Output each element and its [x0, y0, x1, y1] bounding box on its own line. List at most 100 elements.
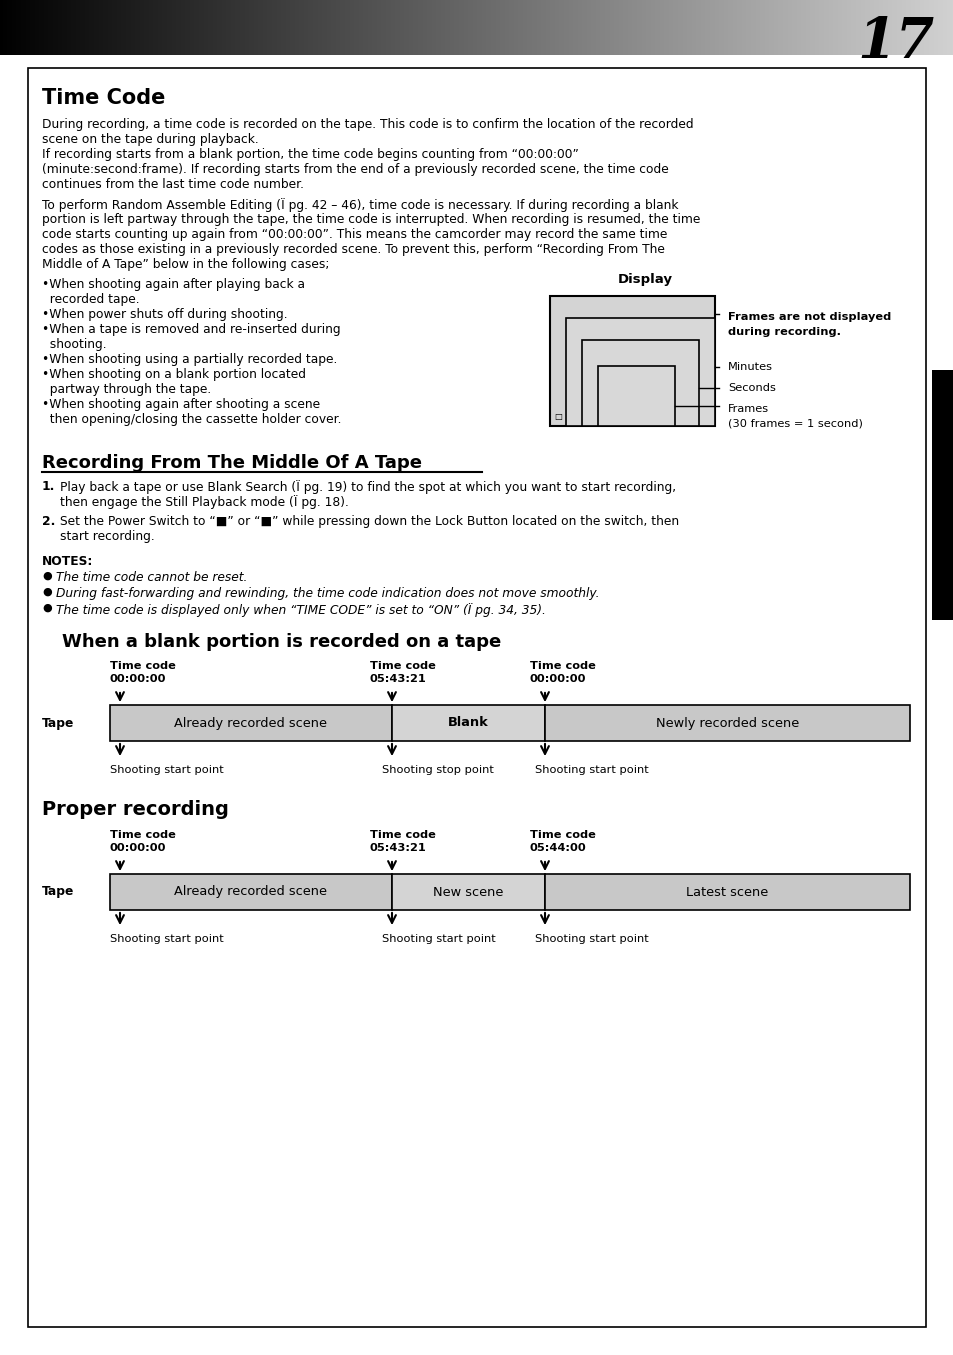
Bar	[805, 0, 806, 56]
Bar	[50, 0, 51, 56]
Bar	[70, 0, 71, 56]
Bar	[192, 0, 193, 56]
Bar	[816, 0, 817, 56]
Bar	[859, 0, 861, 56]
Bar	[599, 0, 600, 56]
Bar	[131, 0, 132, 56]
Bar	[295, 0, 296, 56]
Bar	[772, 0, 773, 56]
Bar	[57, 0, 58, 56]
Bar	[154, 0, 156, 56]
Bar	[66, 0, 67, 56]
Text: Frames: Frames	[727, 404, 768, 415]
Bar	[401, 0, 402, 56]
Bar	[488, 0, 489, 56]
Bar	[392, 874, 544, 911]
Bar	[459, 0, 460, 56]
Bar	[562, 0, 563, 56]
Bar	[665, 0, 666, 56]
Bar	[567, 0, 568, 56]
Bar	[577, 0, 578, 56]
Bar	[34, 0, 35, 56]
Bar	[597, 0, 598, 56]
Bar	[379, 0, 380, 56]
Bar	[879, 0, 880, 56]
Bar	[303, 0, 304, 56]
Bar	[246, 0, 247, 56]
Bar	[330, 0, 331, 56]
Bar	[523, 0, 524, 56]
Text: To perform Random Assemble Editing (Ï pg. 42 – 46), time code is necessary. If d: To perform Random Assemble Editing (Ï pg…	[42, 198, 678, 211]
Bar	[341, 0, 343, 56]
Bar	[438, 0, 439, 56]
Bar	[122, 0, 123, 56]
Bar	[637, 0, 638, 56]
Bar	[234, 0, 235, 56]
Bar	[883, 0, 884, 56]
Bar	[660, 0, 661, 56]
Bar	[588, 0, 589, 56]
Bar	[907, 0, 908, 56]
Bar	[764, 0, 765, 56]
Bar	[49, 0, 50, 56]
Bar	[348, 0, 349, 56]
Bar	[946, 0, 947, 56]
Bar	[256, 0, 257, 56]
Bar	[739, 0, 740, 56]
Bar	[88, 0, 89, 56]
Bar	[626, 0, 627, 56]
Bar	[882, 0, 883, 56]
Bar	[350, 0, 351, 56]
Bar	[115, 0, 116, 56]
Bar	[646, 0, 647, 56]
Bar	[17, 0, 18, 56]
Bar	[594, 0, 595, 56]
Bar	[6, 0, 7, 56]
Bar	[931, 0, 932, 56]
Bar	[550, 295, 714, 425]
Bar	[565, 318, 714, 425]
Bar	[58, 0, 59, 56]
Bar	[347, 0, 348, 56]
Bar	[462, 0, 463, 56]
Bar	[711, 0, 712, 56]
Bar	[470, 0, 471, 56]
Text: ●: ●	[42, 587, 51, 598]
Bar	[894, 0, 895, 56]
Bar	[635, 0, 636, 56]
Bar	[880, 0, 882, 56]
Bar	[706, 0, 707, 56]
Bar	[130, 0, 131, 56]
Text: 05:43:21: 05:43:21	[370, 673, 426, 684]
Bar	[184, 0, 185, 56]
Bar	[331, 0, 332, 56]
Bar	[537, 0, 538, 56]
Bar	[582, 0, 583, 56]
Bar	[490, 0, 491, 56]
Bar	[12, 0, 13, 56]
Bar	[61, 0, 62, 56]
Bar	[316, 0, 317, 56]
Bar	[415, 0, 416, 56]
Bar	[478, 0, 479, 56]
Bar	[430, 0, 431, 56]
Bar	[207, 0, 208, 56]
Bar	[294, 0, 295, 56]
Bar	[650, 0, 651, 56]
Bar	[888, 0, 889, 56]
Bar	[628, 0, 629, 56]
Bar	[769, 0, 770, 56]
Bar	[724, 0, 725, 56]
Bar	[719, 0, 720, 56]
Bar	[826, 0, 827, 56]
Bar	[269, 0, 270, 56]
Bar	[609, 0, 610, 56]
Bar	[765, 0, 766, 56]
Bar	[4, 0, 5, 56]
Bar	[471, 0, 472, 56]
Bar	[787, 0, 788, 56]
Bar	[432, 0, 433, 56]
Bar	[139, 0, 140, 56]
Bar	[942, 0, 943, 56]
Bar	[421, 0, 422, 56]
